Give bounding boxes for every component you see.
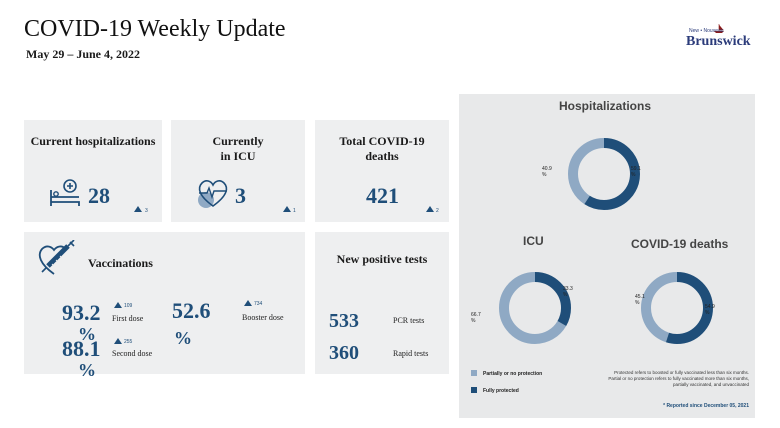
deaths-card-title-line2: deaths xyxy=(365,149,399,163)
ship-logo-icon xyxy=(714,24,724,33)
icu-card: Currently in ICU 3 1 xyxy=(171,120,305,222)
hospitalizations-value: 28 xyxy=(88,183,110,208)
protection-panel: Hospitalizations 40.9 % 59.1 % ICU 66.7 … xyxy=(459,94,755,418)
icu-card-title-line2: in ICU xyxy=(220,149,256,163)
first-dose-delta: 109 xyxy=(124,303,133,309)
deaths-full-label: 54.9 % xyxy=(705,304,715,316)
legend-partial-swatch xyxy=(471,370,477,376)
logo-big-text: Brunswick xyxy=(686,34,751,49)
second-dose-label: Second dose xyxy=(112,349,153,358)
hosp-donut-title: Hospitalizations xyxy=(559,99,652,113)
deaths-donut-title: COVID-19 deaths xyxy=(631,237,729,251)
deaths-donut-chart xyxy=(641,272,713,344)
deaths-full-segment xyxy=(641,272,713,344)
vaccinations-card: Vaccinations 93.2 % 109 First dose 88.1 … xyxy=(24,232,305,380)
deaths-card-title-line1: Total COVID-19 xyxy=(339,134,425,148)
second-dose-delta: 255 xyxy=(124,339,133,345)
deaths-partial-label: 45.1 % xyxy=(635,294,645,306)
hospitalizations-card-title: Current hospitalizations xyxy=(30,134,156,148)
booster-up-arrow-icon xyxy=(244,300,252,306)
tests-card-title: New positive tests xyxy=(336,252,428,266)
booster-label: Booster dose xyxy=(242,313,284,322)
protection-note-line3: partially vaccinated, and unvaccinated xyxy=(672,382,749,387)
hospitalizations-delta: 3 xyxy=(145,208,148,214)
hosp-full-segment xyxy=(568,138,640,210)
reporting-footnote: * Reported since December 05, 2021 xyxy=(663,403,749,409)
protection-note-line2: Partial or no protection refers to fully… xyxy=(608,376,749,381)
hospitalizations-card: Current hospitalizations 28 3 xyxy=(24,120,162,222)
deaths-delta: 2 xyxy=(436,208,439,214)
icu-card-title-line1: Currently xyxy=(212,134,264,148)
hosp-full-label: 59.1 % xyxy=(631,166,641,178)
booster-value: 52.6 xyxy=(172,298,211,323)
icu-donut-title: ICU xyxy=(523,234,544,248)
icu-delta: 1 xyxy=(293,208,296,214)
second-dose-percent: % xyxy=(78,360,96,380)
pcr-value: 533 xyxy=(329,310,359,332)
deaths-up-arrow-icon xyxy=(426,206,434,212)
icu-full-segment xyxy=(499,272,571,344)
protection-note-line1: Protected refers to boosted or fully vac… xyxy=(614,370,749,375)
first-dose-up-arrow-icon xyxy=(114,302,122,308)
syringe-heart-icon xyxy=(38,240,75,275)
nb-logo: New • Nouveau Brunswick xyxy=(684,24,760,52)
pcr-label: PCR tests xyxy=(393,316,425,325)
legend-full-swatch xyxy=(471,387,477,393)
date-range: May 29 – June 4, 2022 xyxy=(26,47,140,61)
vaccinations-title: Vaccinations xyxy=(88,256,153,270)
icu-full-label: 33.3 % xyxy=(563,286,573,298)
hosp-partial-label: 40.9 % xyxy=(542,166,552,178)
page-title: COVID-19 Weekly Update xyxy=(24,16,286,42)
hospitalizations-donut-chart xyxy=(568,138,640,210)
legend-partial-label: Partially or no protection xyxy=(483,371,543,377)
icu-value: 3 xyxy=(235,183,246,208)
second-dose-up-arrow-icon xyxy=(114,338,122,344)
rapid-label: Rapid tests xyxy=(393,349,429,358)
second-dose-value: 88.1 xyxy=(62,336,101,361)
hospitalizations-up-arrow-icon xyxy=(134,206,142,212)
first-dose-label: First dose xyxy=(112,314,144,323)
logo-small-text: New • Nouveau xyxy=(689,28,724,34)
rapid-value: 360 xyxy=(329,342,359,364)
legend-full-label: Fully protected xyxy=(483,388,519,394)
deaths-value: 421 xyxy=(366,183,399,208)
first-dose-value: 93.2 xyxy=(62,300,101,325)
hospital-bed-icon xyxy=(50,179,80,206)
icu-partial-label: 66.7 % xyxy=(471,312,481,324)
icu-up-arrow-icon xyxy=(283,206,291,212)
first-dose-percent: % xyxy=(78,324,96,344)
tests-card: New positive tests 533 PCR tests 360 Rap… xyxy=(315,232,449,374)
icu-donut-chart xyxy=(499,272,571,344)
booster-percent: % xyxy=(174,328,192,348)
heart-monitor-icon xyxy=(198,180,228,208)
deaths-card: Total COVID-19 deaths 421 2 xyxy=(315,120,449,222)
booster-delta: 734 xyxy=(254,301,263,307)
